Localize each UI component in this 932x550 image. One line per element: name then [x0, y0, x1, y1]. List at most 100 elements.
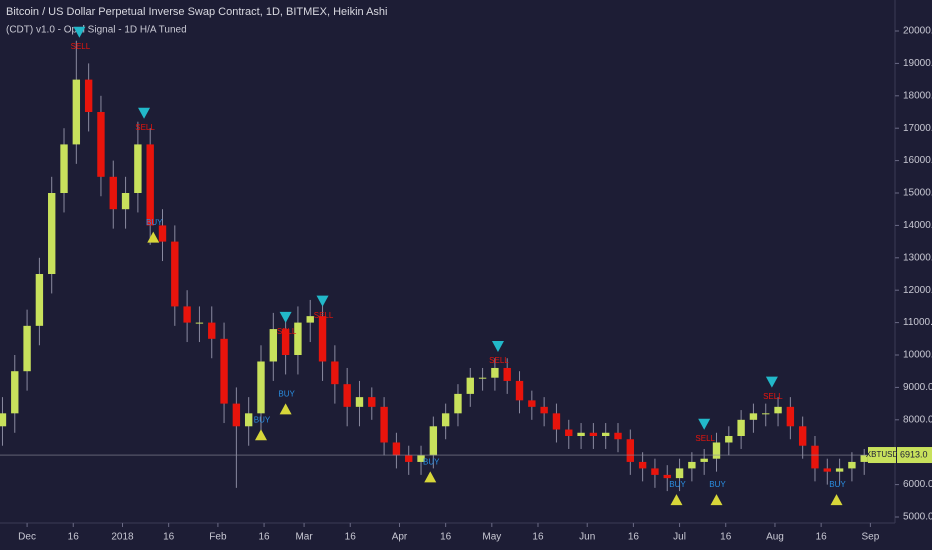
last-price-box: [897, 447, 932, 464]
candle-body: [23, 325, 31, 372]
x-tick-label: Dec: [18, 532, 36, 543]
x-tick-label: 2018: [111, 532, 134, 543]
signal-marker: [491, 341, 504, 353]
candle-body: [257, 361, 265, 414]
candle-body: [626, 439, 635, 462]
signal-marker: [73, 26, 86, 38]
candle-body: [589, 432, 598, 437]
candle-body: [565, 429, 573, 437]
candle-body: [441, 413, 450, 427]
y-tick-label: 10000.0: [903, 350, 932, 361]
signal-marker: [765, 376, 778, 388]
candle-body: [195, 322, 204, 324]
candle-body: [392, 442, 401, 456]
signal-label: SELL: [763, 392, 783, 401]
signal-marker: [316, 295, 329, 307]
signal-label: BUY: [709, 480, 726, 489]
y-tick-label: 6000.0: [903, 479, 932, 490]
candle-body: [429, 426, 438, 456]
candle-body: [835, 468, 844, 472]
candle-body: [577, 432, 585, 437]
y-tick-label: 9000.0: [903, 382, 932, 393]
candle-body: [503, 367, 511, 381]
signal-marker: [254, 429, 267, 441]
candle-body: [121, 193, 130, 210]
x-tick-label: Mar: [295, 532, 313, 543]
y-tick-label: 11000.0: [903, 317, 932, 328]
signal-label: BUY: [669, 480, 686, 489]
candle-body: [786, 406, 795, 427]
candle-body: [602, 432, 610, 437]
signal-marker: [710, 494, 723, 506]
candle-body: [466, 377, 474, 394]
x-tick-label: Aug: [766, 532, 784, 543]
chart-subtitle: (CDT) v1.0 - Opal Signal - 1D H/A Tuned: [6, 25, 187, 36]
candle-body: [134, 144, 142, 194]
x-tick-label: Sep: [861, 532, 879, 543]
last-price-label: 6913.0: [900, 449, 928, 459]
signal-marker: [698, 418, 711, 430]
signal-label: BUY: [829, 480, 846, 489]
candle-body: [663, 474, 671, 479]
candle-body: [232, 403, 241, 427]
candle-body: [823, 468, 831, 472]
candle-body: [688, 461, 696, 469]
candle-body: [614, 432, 622, 440]
x-tick-label: May: [482, 532, 501, 543]
candle-body: [762, 413, 770, 415]
x-tick-label: 16: [720, 532, 732, 543]
candle-body: [725, 436, 733, 443]
signal-marker: [424, 471, 437, 483]
chart-title: Bitcoin / US Dollar Perpetual Inverse Sw…: [6, 6, 388, 18]
y-tick-label: 18000.0: [903, 90, 932, 101]
candle-body: [552, 413, 561, 430]
candle-body: [860, 455, 868, 462]
candle-body: [405, 455, 413, 462]
candle-body: [318, 316, 327, 362]
x-tick-label: 16: [532, 532, 544, 543]
signal-marker: [138, 107, 151, 119]
signal-label: BUY: [278, 389, 295, 398]
candle-body: [72, 79, 81, 145]
candle-body: [478, 377, 487, 379]
x-tick-label: 16: [628, 532, 640, 543]
candle-body: [848, 461, 856, 469]
candle-body: [48, 193, 56, 275]
candle-body: [11, 371, 19, 414]
candle-body: [454, 393, 462, 414]
y-tick-label: 17000.0: [903, 123, 932, 134]
candle-body: [331, 361, 339, 385]
x-tick-label: 16: [163, 532, 175, 543]
signal-marker: [670, 494, 683, 506]
candle-body: [515, 380, 524, 401]
candle-body: [146, 144, 154, 226]
candle-body: [798, 426, 807, 446]
x-tick-label: Jul: [673, 532, 686, 543]
y-tick-label: 20000.0: [903, 26, 932, 37]
signal-label: SELL: [135, 123, 155, 132]
signal-label: SELL: [314, 311, 334, 320]
signal-label: SELL: [695, 434, 715, 443]
candle-body: [220, 338, 228, 404]
candle-body: [712, 442, 721, 459]
y-tick-label: 13000.0: [903, 252, 932, 263]
candle-body: [417, 455, 425, 462]
candle-body: [737, 419, 745, 437]
candle-body: [208, 322, 216, 339]
x-tick-label: 16: [68, 532, 80, 543]
signal-marker: [279, 311, 292, 323]
candle-body: [269, 329, 277, 362]
candle-body: [355, 397, 364, 407]
candle-body: [84, 79, 93, 113]
x-tick-label: 16: [345, 532, 357, 543]
y-tick-label: 8000.0: [903, 414, 932, 425]
y-tick-label: 15000.0: [903, 188, 932, 199]
signal-label: BUY: [423, 458, 440, 467]
y-tick-label: 19000.0: [903, 58, 932, 69]
candle-body: [35, 274, 44, 326]
candle-body: [306, 316, 314, 323]
x-tick-label: 16: [259, 532, 271, 543]
candle-body: [675, 468, 684, 479]
